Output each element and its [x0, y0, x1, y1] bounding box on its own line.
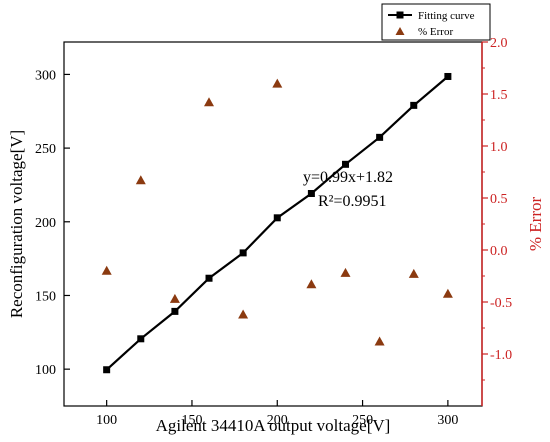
- error-point: [340, 267, 351, 277]
- fitting-curve-point: [410, 101, 418, 109]
- fitting-curve-point: [342, 160, 350, 168]
- x-tick-label: 150: [181, 413, 202, 428]
- fitting-curve-point: [307, 189, 315, 197]
- right-y-tick-label: 2.0: [490, 36, 508, 51]
- error-point: [169, 293, 180, 303]
- right-y-tick-label: -1.0: [490, 348, 512, 363]
- error-point: [272, 78, 283, 88]
- error-point: [442, 288, 453, 298]
- fitting-curve-point: [239, 249, 247, 257]
- error-point: [238, 309, 249, 319]
- fitting-curve-point: [444, 72, 452, 80]
- x-tick-label: 250: [352, 413, 373, 428]
- error-series: [101, 78, 453, 346]
- error-point: [408, 268, 419, 278]
- x-axis-ticks: 100 150 200 250 300: [96, 400, 458, 428]
- r-squared-annotation: R²=0.9951: [318, 193, 387, 210]
- error-point: [204, 97, 214, 107]
- fitting-curve-point: [171, 307, 179, 315]
- error-point: [306, 279, 317, 289]
- left-y-axis-ticks: 100 150 200 250 300: [35, 68, 70, 378]
- right-y-tick-label: -0.5: [490, 296, 512, 311]
- error-point: [135, 175, 146, 185]
- right-y-tick-label: 0.5: [490, 192, 508, 207]
- error-point: [101, 265, 112, 275]
- fit-equation-annotation: y=0.99x+1.82: [303, 169, 393, 186]
- x-tick-label: 200: [267, 413, 288, 428]
- left-y-tick-label: 250: [35, 142, 56, 157]
- x-tick-label: 300: [437, 413, 458, 428]
- fitting-curve-series: [103, 72, 452, 374]
- legend: Fitting curve % Error: [381, 3, 491, 41]
- right-y-tick-label: 0.0: [490, 244, 508, 259]
- legend-fit-marker: [396, 11, 404, 19]
- x-tick-label: 100: [96, 413, 117, 428]
- fitting-curve-point: [273, 214, 281, 222]
- fitting-curve-point: [137, 335, 145, 343]
- fitting-curve-point: [205, 274, 213, 282]
- left-y-tick-label: 150: [35, 289, 56, 304]
- legend-fit-label: Fitting curve: [418, 10, 475, 22]
- left-y-tick-label: 100: [35, 363, 56, 378]
- error-point: [374, 336, 385, 346]
- left-y-tick-label: 300: [35, 68, 56, 83]
- right-y-axis-label: % Error: [526, 197, 545, 252]
- fitting-curve-line: [105, 75, 449, 371]
- right-y-tick-label: 1.0: [490, 140, 508, 155]
- legend-error-marker: [395, 27, 405, 35]
- fitting-curve-point: [103, 366, 111, 374]
- fitting-curve-point: [376, 133, 384, 141]
- right-y-tick-label: 1.5: [490, 88, 508, 103]
- legend-error-label: % Error: [418, 26, 453, 38]
- left-y-tick-label: 200: [35, 216, 56, 231]
- left-y-axis-label: Reconfiguration voltage[V]: [7, 130, 26, 318]
- x-axis-label: Agilent 34410A output voltage[V]: [156, 416, 391, 435]
- right-y-axis-ticks: -1.0 -0.5 0.0 0.5 1.0 1.5 2.0: [482, 36, 512, 381]
